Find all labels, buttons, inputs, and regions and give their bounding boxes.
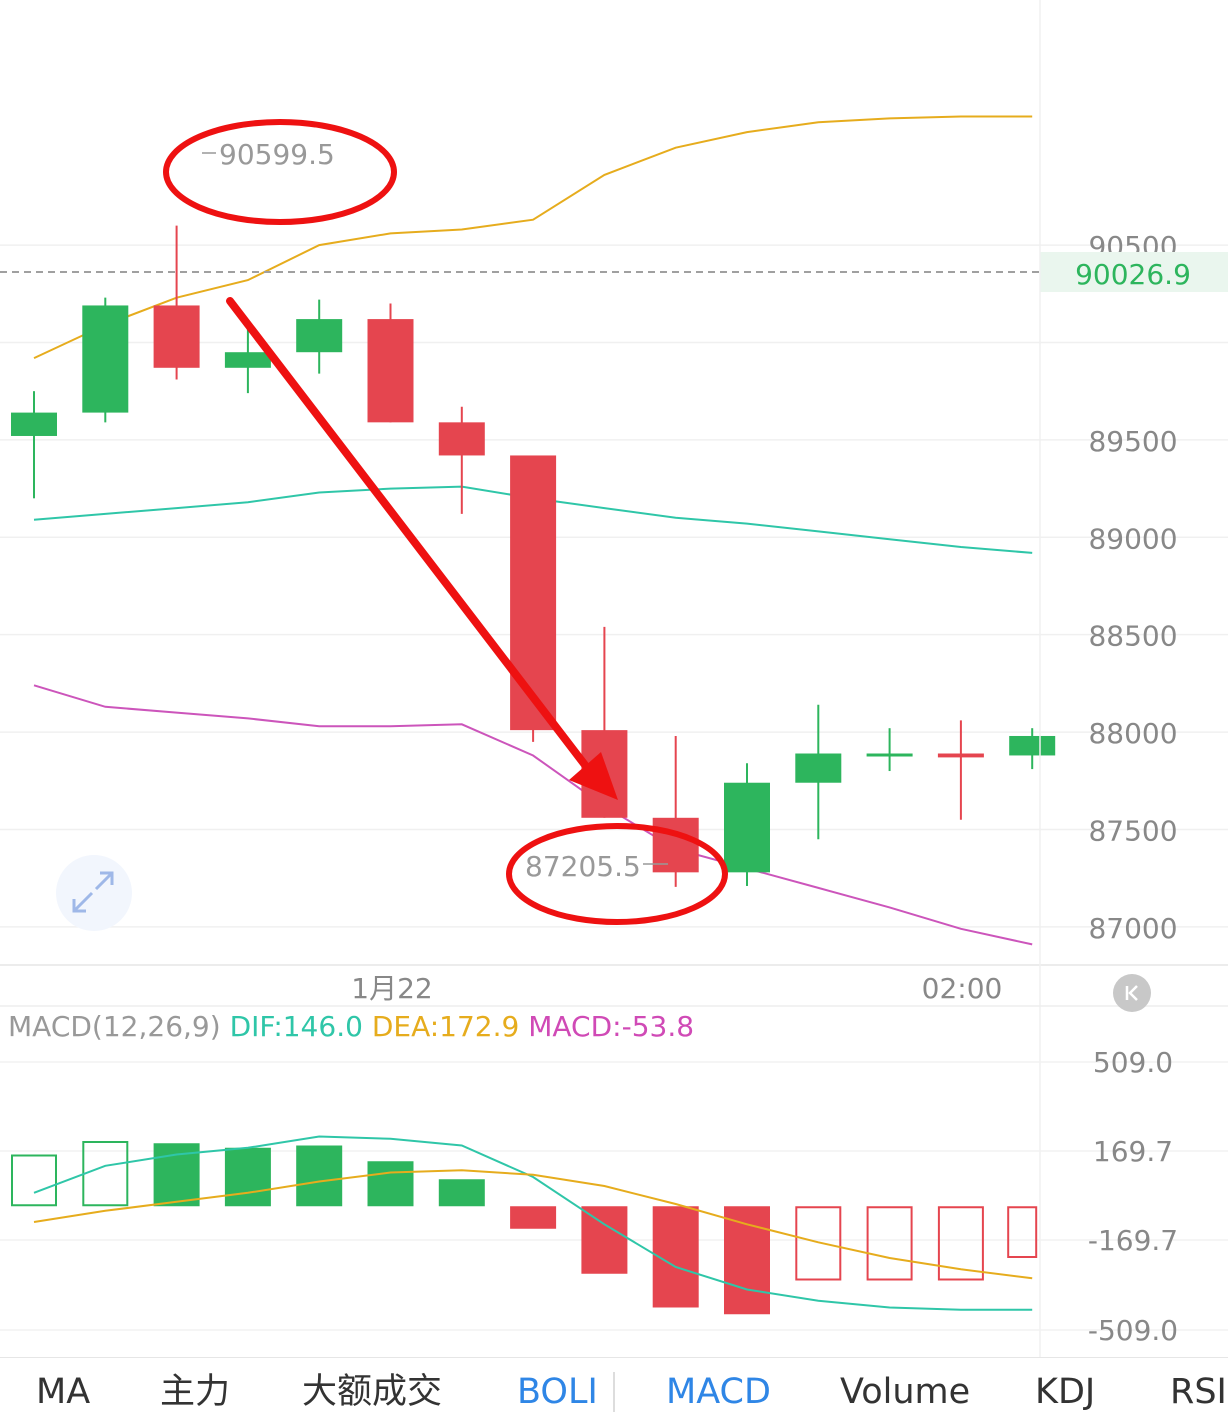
expand-button[interactable] xyxy=(56,855,132,931)
candle-body xyxy=(724,782,770,873)
macd-bar xyxy=(510,1206,557,1229)
scroll-to-start-icon xyxy=(1125,985,1138,1001)
candle-body xyxy=(153,305,200,368)
current-price-tag xyxy=(1040,252,1228,292)
macd-dif-value: DIF:146.0 xyxy=(229,1010,363,1043)
tab-macd[interactable]: MACD xyxy=(666,1372,771,1412)
macd-bar xyxy=(367,1161,414,1207)
macd-legend: MACD(12,26,9) DIF:146.0 DEA:172.9 MACD:-… xyxy=(8,1010,694,1043)
high-annotation-circle xyxy=(163,119,397,225)
macd-axis-label: -169.7 xyxy=(1088,1224,1178,1257)
low-marker-label: 87205.5 xyxy=(525,850,641,883)
scroll-to-start-button[interactable] xyxy=(1113,974,1151,1012)
candle-body xyxy=(296,319,343,353)
time-label-date: 1月22 xyxy=(351,972,432,1005)
macd-dea-value: DEA:172.9 xyxy=(371,1010,520,1043)
macd-bar xyxy=(11,1154,57,1207)
time-label-time: 02:00 xyxy=(922,972,1003,1005)
boll-upper-line xyxy=(33,115,1033,360)
indicator-tab-bar: MA 主力 大额成交 BOLI MACD Volume KDJ RSI xyxy=(0,1357,1228,1424)
tab-ma[interactable]: MA xyxy=(36,1372,91,1412)
tab-volume[interactable]: Volume xyxy=(840,1372,971,1412)
macd-axis-label: 509.0 xyxy=(1093,1046,1173,1079)
tab-rsi[interactable]: RSI xyxy=(1170,1372,1227,1412)
macd-dif-line xyxy=(33,1135,1033,1311)
macd-bar xyxy=(438,1179,485,1207)
candlesticks xyxy=(11,225,1056,887)
candle-body xyxy=(1009,735,1056,756)
macd-bar xyxy=(581,1206,628,1274)
trend-arrow-shaft xyxy=(226,297,589,769)
macd-bar xyxy=(724,1206,770,1315)
tab-main-force[interactable]: 主力 xyxy=(160,1372,231,1412)
macd-macd-value: MACD:-53.8 xyxy=(528,1010,695,1043)
current-price-label: 90026.9 xyxy=(1075,258,1191,291)
tab-boll[interactable]: BOLI xyxy=(517,1372,598,1412)
low-annotation-circle xyxy=(506,823,728,925)
boll-lower-line xyxy=(33,684,1033,946)
macd-axis: 509.0 169.7 -169.7 -509.0 xyxy=(1088,1046,1178,1347)
price-axis-label: 88000 xyxy=(1088,717,1177,750)
macd-axis-label: -509.0 xyxy=(1088,1314,1178,1347)
candle-body xyxy=(937,753,984,758)
candle-body xyxy=(82,305,129,413)
candle-body xyxy=(795,753,842,783)
macd-bar xyxy=(795,1206,842,1281)
high-marker-label: 90599.5 xyxy=(219,138,335,171)
candle-body xyxy=(438,422,485,456)
macd-bar xyxy=(296,1145,343,1207)
tab-kdj[interactable]: KDJ xyxy=(1035,1372,1096,1412)
candle-body xyxy=(510,455,557,731)
macd-bar xyxy=(224,1147,271,1207)
candle-body xyxy=(11,412,57,436)
price-axis-label: 89500 xyxy=(1088,425,1177,458)
macd-axis-label: 169.7 xyxy=(1093,1135,1173,1168)
price-axis-label: 87500 xyxy=(1088,814,1177,847)
tab-large-trades[interactable]: 大额成交 xyxy=(302,1372,443,1412)
macd-histogram xyxy=(11,1141,1038,1315)
macd-title: MACD(12,26,9) xyxy=(8,1010,221,1043)
macd-bar xyxy=(937,1206,984,1281)
candle-body xyxy=(224,352,271,368)
expand-icon xyxy=(72,871,114,913)
candle-body xyxy=(866,753,913,757)
candle-body xyxy=(367,319,414,423)
tab-divider xyxy=(613,1372,615,1412)
macd-dea-line xyxy=(33,1169,1033,1280)
price-axis-label: 88500 xyxy=(1088,620,1177,653)
price-axis-label: 89000 xyxy=(1088,522,1177,555)
macd-bar xyxy=(866,1206,913,1281)
macd-bar xyxy=(1007,1206,1038,1258)
price-axis-label: 87000 xyxy=(1088,912,1177,945)
macd-lines xyxy=(33,1135,1033,1311)
trend-arrow-head xyxy=(569,752,618,800)
